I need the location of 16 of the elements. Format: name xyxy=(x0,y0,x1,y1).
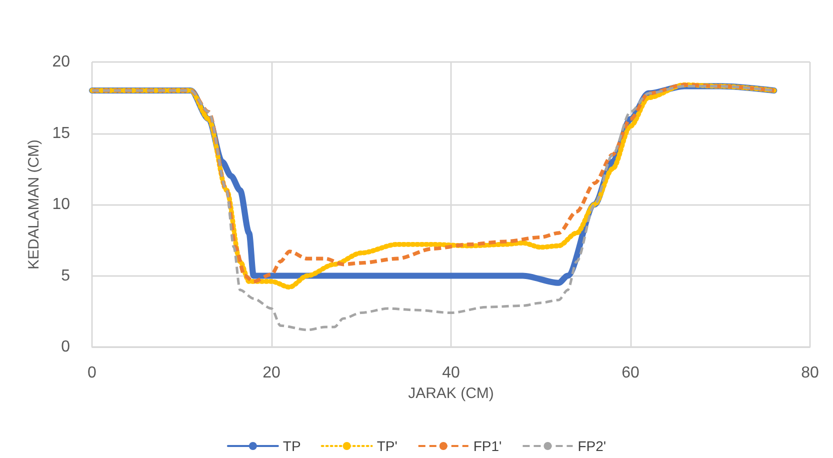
legend-label: TP' xyxy=(376,438,398,454)
x-tick-label: 80 xyxy=(801,364,819,382)
x-tick-label: 60 xyxy=(622,364,640,382)
y-axis-title: KEDALAMAN (CM) xyxy=(25,139,42,270)
x-tick-label: 20 xyxy=(262,364,280,382)
y-tick-label: 0 xyxy=(61,338,70,356)
legend-label: FP2' xyxy=(578,438,606,454)
x-tick-label: 0 xyxy=(88,364,97,382)
y-tick-label: 20 xyxy=(52,54,70,70)
y-tick-label: 5 xyxy=(61,267,70,284)
x-tick-label: 40 xyxy=(442,364,460,382)
x-axis-title: JARAK (CM) xyxy=(408,384,494,402)
y-tick-label: 10 xyxy=(52,196,70,213)
legend-label: TP xyxy=(282,438,301,454)
legend-label: FP1' xyxy=(473,438,502,454)
y-tick-label: 15 xyxy=(52,124,70,142)
